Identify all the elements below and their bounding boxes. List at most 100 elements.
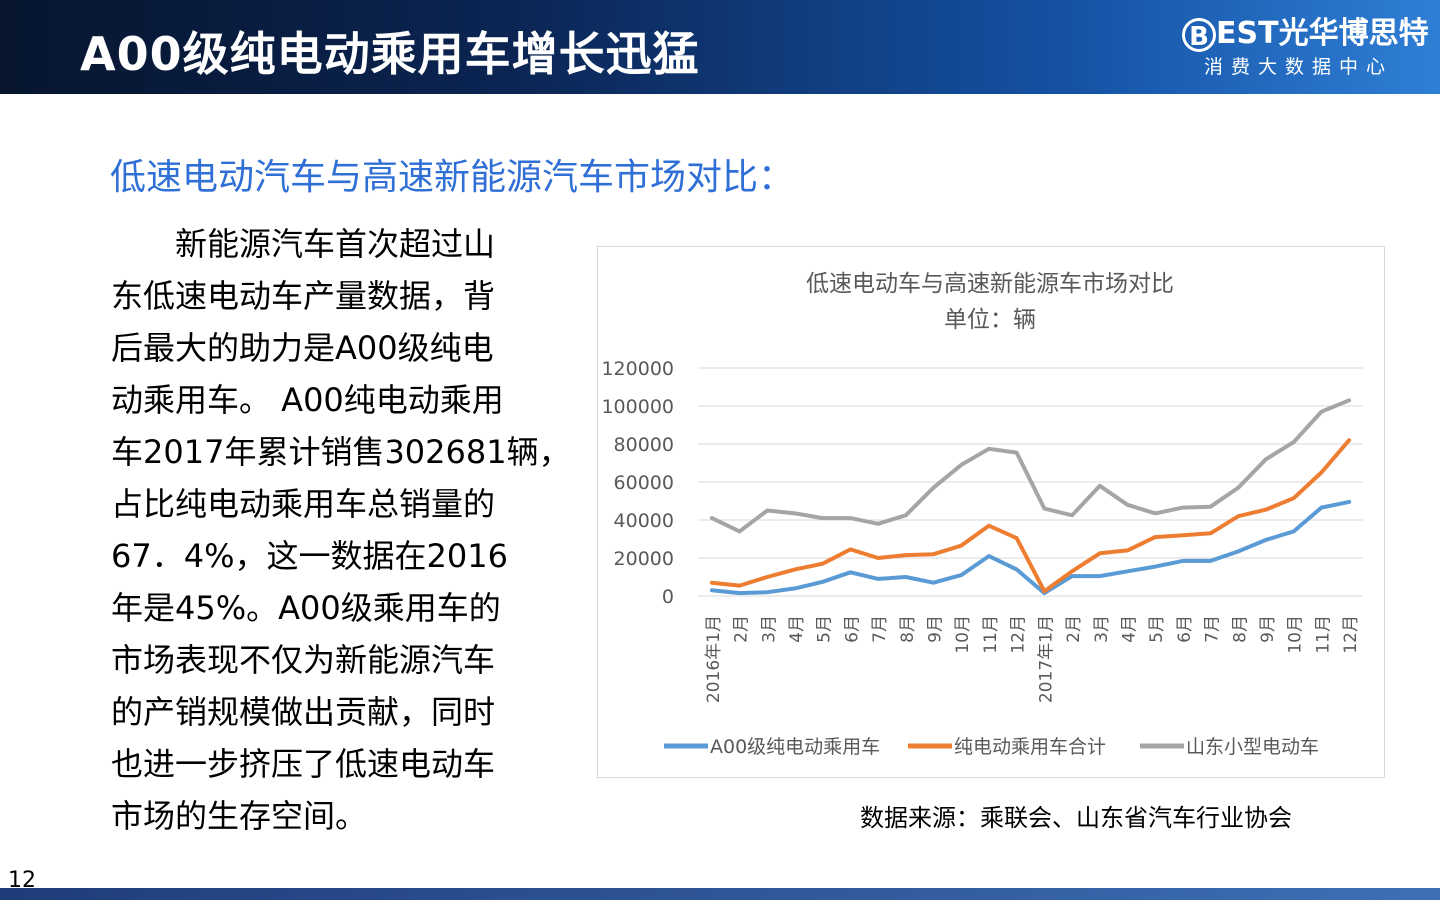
legend-label: A00级纯电动乘用车 <box>710 736 880 758</box>
header-bar: A00级纯电动乘用车增长迅猛 B EST光华博思特 消费大数据中心 <box>0 0 1440 94</box>
data-point <box>848 516 852 520</box>
y-tick-label: 20000 <box>614 548 674 570</box>
body-line: 新能源汽车首次超过山 <box>111 225 496 263</box>
x-tick-label: 5月 <box>1147 615 1167 643</box>
data-point <box>1181 533 1185 537</box>
chart-title: 低速电动车与高速新能源车市场对比 <box>806 271 1174 297</box>
data-point <box>821 516 825 520</box>
legend-label: 纯电动乘用车合计 <box>954 736 1106 758</box>
data-point <box>710 516 714 520</box>
x-tick-label: 2月 <box>732 615 752 643</box>
body-line: 年是45%。A00级乘用车的 <box>111 589 501 627</box>
data-point <box>710 581 714 585</box>
x-tick-label: 8月 <box>1230 615 1250 643</box>
data-point <box>1153 511 1157 515</box>
data-point <box>1070 513 1074 517</box>
chart-subtitle: 单位：辆 <box>944 307 1036 333</box>
x-tick-label: 4月 <box>1119 615 1139 643</box>
x-tick-label: 5月 <box>815 615 835 643</box>
x-tick-label: 11月 <box>981 615 1001 654</box>
series-line-2 <box>709 438 1352 594</box>
x-tick-label: 11月 <box>1313 615 1333 654</box>
data-point <box>1292 529 1296 533</box>
data-point <box>1264 457 1268 461</box>
series-layer <box>709 398 1352 596</box>
body-line: 市场的生存空间。 <box>111 797 368 835</box>
data-point <box>710 588 714 592</box>
data-point <box>793 511 797 515</box>
brand-logo: B EST光华博思特 消费大数据中心 <box>1182 8 1432 88</box>
data-point <box>987 524 991 528</box>
data-point <box>821 580 825 584</box>
body-line: 市场表现不仅为新能源汽车 <box>111 641 496 679</box>
body-line: 占比纯电动乘用车总销量的 <box>111 485 496 523</box>
series-line-1 <box>709 499 1352 596</box>
body-line: 的产销规模做出贡献，同时 <box>111 693 496 731</box>
data-point <box>1319 471 1323 474</box>
data-point <box>1125 503 1129 507</box>
line-chart: 低速电动车与高速新能源车市场对比 单位：辆 0 20000 40000 60000 80… <box>597 246 1385 778</box>
data-point <box>1347 500 1351 504</box>
data-point <box>1098 484 1102 488</box>
grid-layer <box>698 367 1363 597</box>
footer-bar <box>0 888 1440 900</box>
data-point <box>765 590 769 594</box>
data-point <box>1070 574 1074 578</box>
data-point <box>1319 410 1323 414</box>
data-point <box>1181 559 1185 563</box>
data-point <box>1070 569 1074 573</box>
data-point <box>793 586 797 590</box>
y-tick-label: 60000 <box>614 472 674 494</box>
data-point <box>793 567 797 571</box>
data-point <box>1042 589 1046 593</box>
data-point <box>932 552 936 556</box>
data-point <box>1015 567 1019 571</box>
x-tick-label: 3月 <box>1092 615 1112 643</box>
x-tick-label: 6月 <box>842 615 862 643</box>
data-point <box>1125 569 1129 573</box>
data-point <box>959 573 963 577</box>
x-axis: 2016年1月 2月 3月 4月 5月 6月 7月 8月 9月 10月 11月 12月 2017年1月 2… <box>704 615 1361 703</box>
data-point <box>1209 559 1213 563</box>
legend-label: 山东小型电动车 <box>1186 736 1319 758</box>
data-point <box>1209 505 1213 509</box>
y-axis: 0 20000 40000 60000 80000 100000 120000 <box>601 358 674 608</box>
x-tick-label: 7月 <box>1203 615 1223 643</box>
data-point <box>904 553 908 557</box>
x-tick-label: 12月 <box>1009 615 1029 654</box>
x-tick-label: 4月 <box>787 615 807 643</box>
x-tick-label: 2月 <box>1064 615 1084 643</box>
legend: A00级纯电动乘用车 纯电动乘用车合计 山东小型电动车 <box>664 736 1319 758</box>
body-line: 车2017年累计销售302681辆， <box>111 433 571 471</box>
body-line: 东低速电动车产量数据，背 <box>111 277 496 315</box>
data-point <box>1015 536 1019 540</box>
data-point <box>1042 507 1046 511</box>
data-point <box>1015 451 1019 455</box>
x-tick-label: 3月 <box>759 615 779 643</box>
data-point <box>765 575 769 579</box>
data-point <box>1319 506 1323 510</box>
body-paragraph: 新能源汽车首次超过山 东低速电动车产量数据，背 后最大的助力是A00级纯电 动乘… <box>111 218 591 842</box>
data-point <box>1347 438 1351 442</box>
data-point <box>1236 486 1240 490</box>
data-point <box>876 577 880 581</box>
data-point <box>1181 506 1185 510</box>
data-point <box>876 556 880 560</box>
data-point <box>1098 574 1102 578</box>
data-point <box>1347 398 1351 402</box>
body-line: 也进一步挤压了低速电动车 <box>111 745 496 783</box>
data-point <box>932 581 936 585</box>
data-point <box>904 513 908 517</box>
x-tick-label: 7月 <box>870 615 890 643</box>
data-point <box>848 570 852 574</box>
logo-text: EST光华博思特 <box>1216 16 1429 51</box>
x-tick-label: 2017年1月 <box>1036 615 1056 703</box>
data-source-note: 数据来源：乘联会、山东省汽车行业协会 <box>860 804 1292 832</box>
page-title: A00级纯电动乘用车增长迅猛 <box>80 27 700 81</box>
data-point <box>1209 531 1213 535</box>
data-point <box>1098 551 1102 555</box>
series-line-3 <box>709 398 1352 534</box>
data-point <box>1264 538 1268 542</box>
logo-subtext: 消费大数据中心 <box>1204 56 1394 78</box>
data-point <box>932 486 936 490</box>
